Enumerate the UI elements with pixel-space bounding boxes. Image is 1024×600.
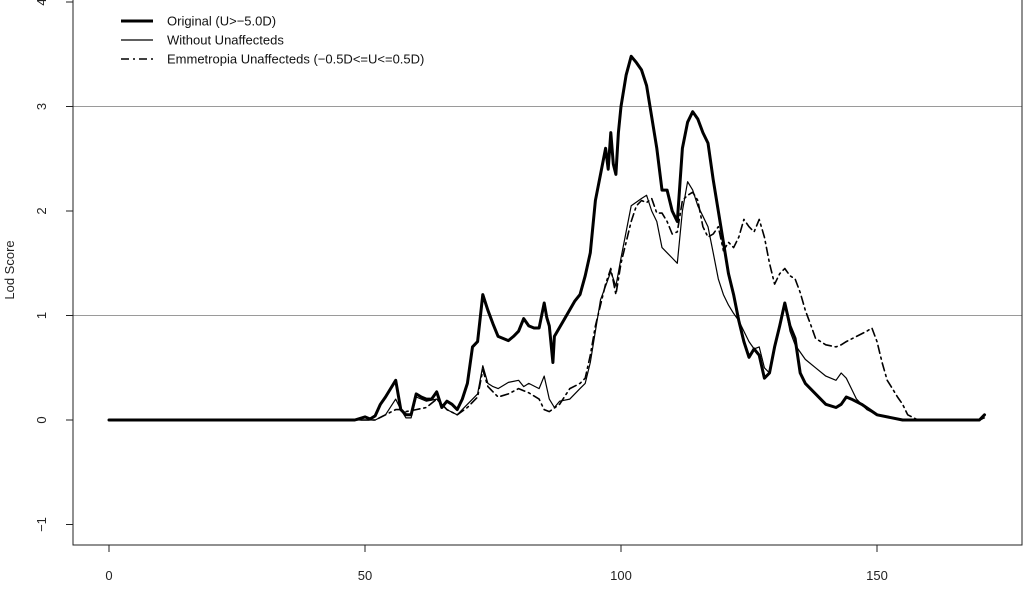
series-lines (107, 54, 986, 422)
x-tick-label: 100 (610, 568, 632, 583)
series-line-3 (108, 191, 986, 421)
legend: Original (U>−5.0D) Without Unaffecteds Emm… (121, 14, 424, 67)
plot-frame (72, 0, 1023, 546)
x-tick-label: 0 (105, 568, 112, 583)
legend-label-3: Emmetropia Unaffecteds (−0.5D<=U<=0.5D) (167, 52, 424, 67)
legend-label-1: Original (U>−5.0D) (167, 14, 276, 29)
y-tick-label: 0 (34, 416, 49, 423)
x-tick-label: 50 (358, 568, 372, 583)
y-axis-title: Lod Score (2, 240, 17, 299)
x-tick-label: 150 (866, 568, 888, 583)
y-tick-label: 1 (34, 312, 49, 319)
y-tick-label: 2 (34, 207, 49, 214)
y-tick-label: −1 (34, 517, 49, 532)
y-tick-label: 4 (34, 0, 49, 6)
series-line-2 (108, 181, 986, 421)
x-axis-ticks: 0 50 100 150 (105, 545, 888, 583)
y-tick-label: 3 (34, 103, 49, 110)
y-axis-ticks: −1 0 1 2 3 4 (34, 0, 73, 532)
legend-label-2: Without Unaffecteds (167, 33, 284, 48)
